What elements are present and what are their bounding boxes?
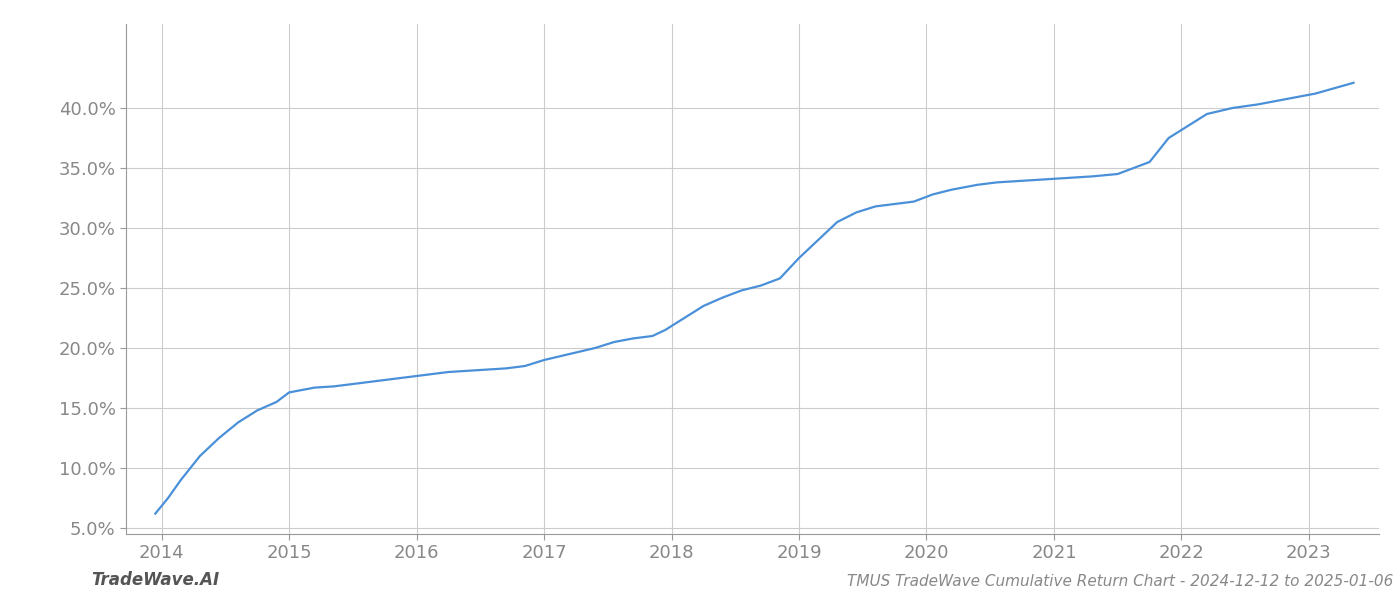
Text: TMUS TradeWave Cumulative Return Chart - 2024-12-12 to 2025-01-06: TMUS TradeWave Cumulative Return Chart -… bbox=[847, 574, 1393, 589]
Text: TradeWave.AI: TradeWave.AI bbox=[91, 571, 220, 589]
